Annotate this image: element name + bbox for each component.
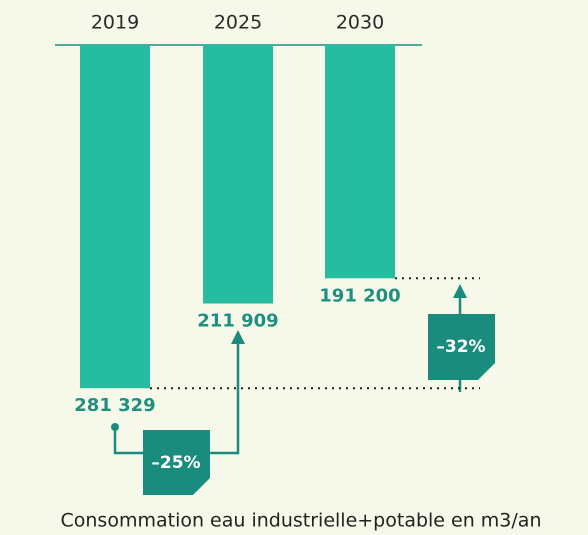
data-label: 281 329	[74, 395, 155, 416]
x-tick-label: 2025	[214, 12, 262, 34]
annotation: –32%	[436, 337, 485, 357]
bar	[325, 45, 395, 279]
annotation-connector	[453, 284, 467, 392]
x-tick-label: 2030	[336, 12, 384, 34]
bar	[80, 45, 150, 389]
annotation-box	[428, 314, 495, 380]
annotation: –25%	[151, 453, 200, 473]
x-tick-label: 2019	[91, 12, 139, 34]
data-label: 211 909	[197, 311, 278, 332]
annotation-connector	[111, 330, 245, 455]
chart-title: Consommation eau industrielle+potable en…	[61, 510, 542, 532]
bar	[203, 45, 273, 304]
annotation-box	[143, 430, 210, 495]
data-label: 191 200	[319, 285, 400, 306]
